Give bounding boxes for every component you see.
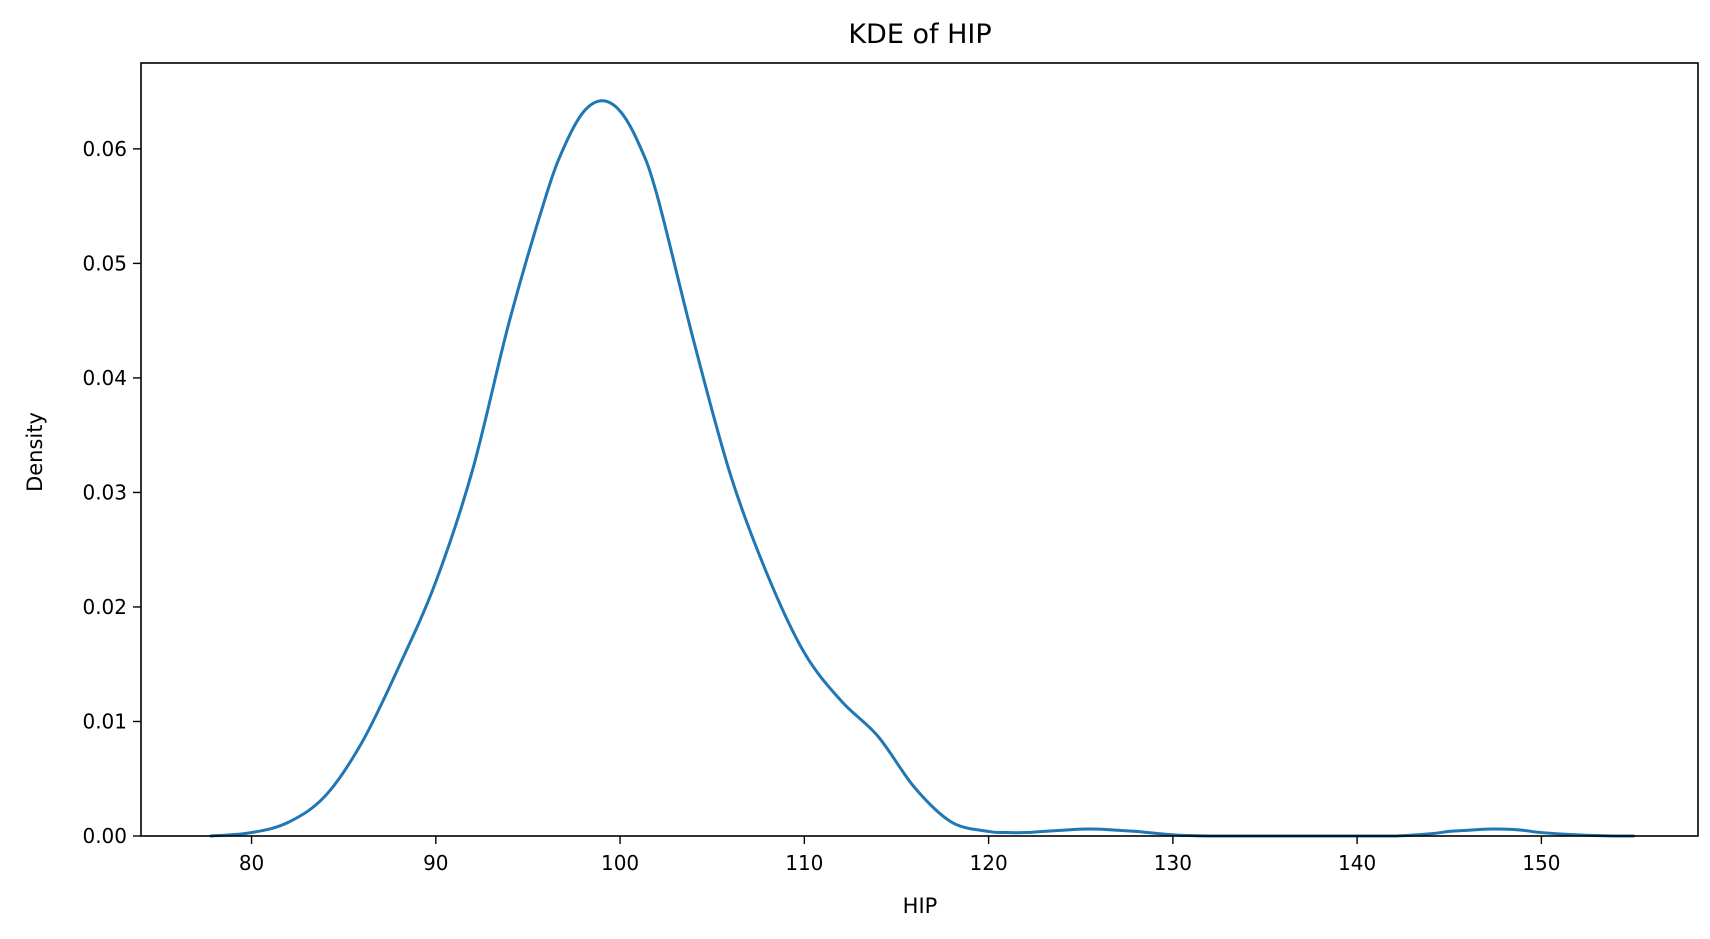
y-tick-label: 0.02 bbox=[82, 595, 127, 619]
y-axis-label: Density bbox=[23, 412, 47, 492]
x-tick-label: 100 bbox=[601, 851, 639, 875]
x-tick-label: 150 bbox=[1522, 851, 1560, 875]
axes-frame bbox=[140, 62, 1699, 837]
x-tick-label: 130 bbox=[1154, 851, 1192, 875]
y-tick-label: 0.06 bbox=[82, 137, 127, 161]
y-tick-label: 0.00 bbox=[82, 824, 127, 848]
x-axis-ticks: 80 90 100 110 120 130 140 150 bbox=[239, 836, 1560, 875]
x-tick-label: 110 bbox=[785, 851, 823, 875]
x-axis-label: HIP bbox=[903, 894, 938, 918]
kde-line-series-0 bbox=[209, 99, 1636, 838]
chart-title: KDE of HIP bbox=[848, 19, 991, 50]
x-tick-label: 140 bbox=[1338, 851, 1376, 875]
x-tick-label: 90 bbox=[423, 851, 448, 875]
x-tick-label: 80 bbox=[239, 851, 264, 875]
plot-area bbox=[209, 99, 1636, 838]
y-tick-label: 0.05 bbox=[82, 251, 127, 275]
x-tick-label: 120 bbox=[970, 851, 1008, 875]
y-tick-label: 0.03 bbox=[82, 480, 127, 504]
y-axis-ticks: 0.00 0.01 0.02 0.03 0.04 0.05 0.06 bbox=[82, 137, 141, 848]
y-tick-label: 0.01 bbox=[82, 709, 127, 733]
y-tick-label: 0.04 bbox=[82, 366, 127, 390]
